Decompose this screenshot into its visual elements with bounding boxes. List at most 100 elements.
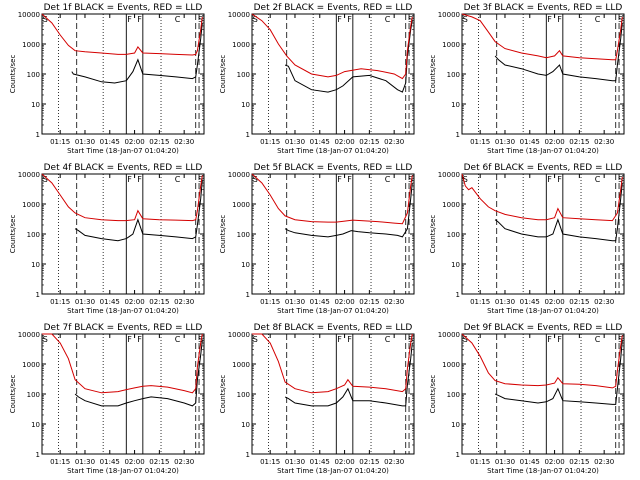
y-tick-label: 100 (447, 231, 460, 239)
event-marker-label: S (463, 335, 468, 344)
x-tick-label: 02:00 (544, 298, 564, 306)
event-marker-label: F (347, 335, 352, 344)
event-marker-label: S (198, 335, 203, 344)
event-marker-label: F (337, 15, 342, 24)
x-axis-label: Start Time (18-Jan-07 01:04:20) (277, 307, 389, 315)
series-line-lld (42, 333, 203, 394)
event-marker-label: F (557, 335, 562, 344)
series-line-lld (41, 173, 203, 222)
y-tick-label: 10 (241, 421, 250, 429)
series-line-lld (41, 13, 203, 56)
panel-5: Det 5f BLACK = Events, RED = LLD 1 10 100 10… (219, 163, 415, 315)
y-axis-label: Counts/sec (9, 55, 17, 94)
x-tick-label: 01:30 (495, 138, 515, 146)
y-tick-label: 10 (241, 101, 250, 109)
y-tick-label: 100 (447, 71, 460, 79)
y-tick-label: 10000 (18, 11, 40, 19)
series-line-events (284, 342, 413, 407)
x-tick-label: 01:30 (75, 138, 95, 146)
event-marker-label: C (595, 175, 601, 184)
series-line-events (494, 182, 623, 242)
panel-9: Det 9f BLACK = Events, RED = LLD 1 10 100 10… (429, 323, 625, 475)
plot-frame (461, 173, 625, 295)
x-tick-label: 01:45 (100, 138, 120, 146)
y-tick-label: 1 (246, 451, 250, 459)
y-tick-label: 1000 (232, 201, 250, 209)
x-tick-label: 01:30 (75, 458, 95, 466)
x-tick-label: 01:15 (260, 298, 280, 306)
event-marker-label: F (347, 175, 352, 184)
event-marker-label: S (43, 335, 48, 344)
event-marker-label: S (408, 175, 413, 184)
x-tick-label: 02:30 (594, 298, 614, 306)
series-line-lld (461, 333, 623, 389)
x-tick-label: 01:45 (100, 298, 120, 306)
y-axis-label: Counts/sec (429, 215, 437, 254)
x-axis-label: Start Time (18-Jan-07 01:04:20) (487, 147, 599, 155)
event-marker-label: F (557, 15, 562, 24)
y-tick-label: 10000 (18, 331, 40, 339)
x-tick-label: 02:00 (124, 458, 144, 466)
y-axis-label: Counts/sec (429, 55, 437, 94)
event-marker-label: S (198, 175, 203, 184)
x-tick-label: 02:15 (359, 298, 379, 306)
y-tick-label: 100 (27, 231, 40, 239)
x-tick-label: 01:30 (285, 298, 305, 306)
series-line-lld (251, 13, 413, 80)
x-tick-label: 02:00 (334, 458, 354, 466)
series-line-events (71, 22, 203, 84)
y-tick-label: 10000 (438, 11, 460, 19)
panel-6: Det 6f BLACK = Events, RED = LLD 1 10 100 10… (429, 163, 625, 315)
plot-frame (251, 13, 415, 135)
event-marker-label: F (127, 335, 132, 344)
series-line-lld (252, 333, 413, 394)
y-tick-label: 10 (31, 421, 40, 429)
panel-title: Det 6f BLACK = Events, RED = LLD (464, 163, 623, 173)
panel-title: Det 3f BLACK = Events, RED = LLD (464, 3, 623, 13)
x-tick-label: 02:15 (149, 138, 169, 146)
x-tick-label: 01:30 (285, 138, 305, 146)
y-axis-label: Counts/sec (429, 375, 437, 414)
event-marker-label: C (595, 335, 601, 344)
y-tick-label: 10000 (228, 11, 250, 19)
y-tick-label: 100 (237, 71, 250, 79)
x-tick-label: 01:15 (50, 458, 70, 466)
x-tick-label: 02:15 (569, 298, 589, 306)
y-tick-label: 1 (246, 291, 250, 299)
event-marker-label: S (253, 15, 258, 24)
y-tick-label: 10000 (438, 331, 460, 339)
x-tick-label: 02:00 (124, 298, 144, 306)
x-tick-label: 02:30 (174, 298, 194, 306)
x-tick-label: 02:30 (174, 138, 194, 146)
y-axis-label: Counts/sec (219, 55, 227, 94)
event-marker-label: F (137, 175, 142, 184)
event-marker-label: C (175, 335, 181, 344)
panel-title: Det 5f BLACK = Events, RED = LLD (254, 163, 413, 173)
event-marker-label: F (547, 15, 552, 24)
x-tick-label: 02:15 (149, 298, 169, 306)
event-marker-label: S (618, 15, 623, 24)
series-line-events (494, 340, 623, 405)
event-marker-label: S (618, 335, 623, 344)
x-tick-label: 02:00 (544, 458, 564, 466)
x-axis-label: Start Time (18-Jan-07 01:04:20) (277, 467, 389, 475)
x-tick-label: 02:30 (174, 458, 194, 466)
event-marker-label: C (175, 175, 181, 184)
y-tick-label: 1000 (442, 41, 460, 49)
x-tick-label: 01:30 (75, 298, 95, 306)
panel-title: Det 2f BLACK = Events, RED = LLD (254, 3, 413, 13)
event-marker-label: F (127, 175, 132, 184)
x-axis-label: Start Time (18-Jan-07 01:04:20) (67, 307, 179, 315)
panel-3: Det 3f BLACK = Events, RED = LLD 1 10 100 10… (429, 3, 625, 155)
y-tick-label: 100 (237, 391, 250, 399)
x-tick-label: 01:45 (310, 138, 330, 146)
x-tick-label: 02:15 (569, 138, 589, 146)
x-tick-label: 01:15 (260, 458, 280, 466)
panel-title: Det 4f BLACK = Events, RED = LLD (44, 163, 203, 173)
x-tick-label: 01:30 (285, 458, 305, 466)
series-line-events (74, 340, 203, 407)
event-marker-label: F (337, 175, 342, 184)
x-tick-label: 01:15 (50, 298, 70, 306)
event-marker-label: S (463, 175, 468, 184)
